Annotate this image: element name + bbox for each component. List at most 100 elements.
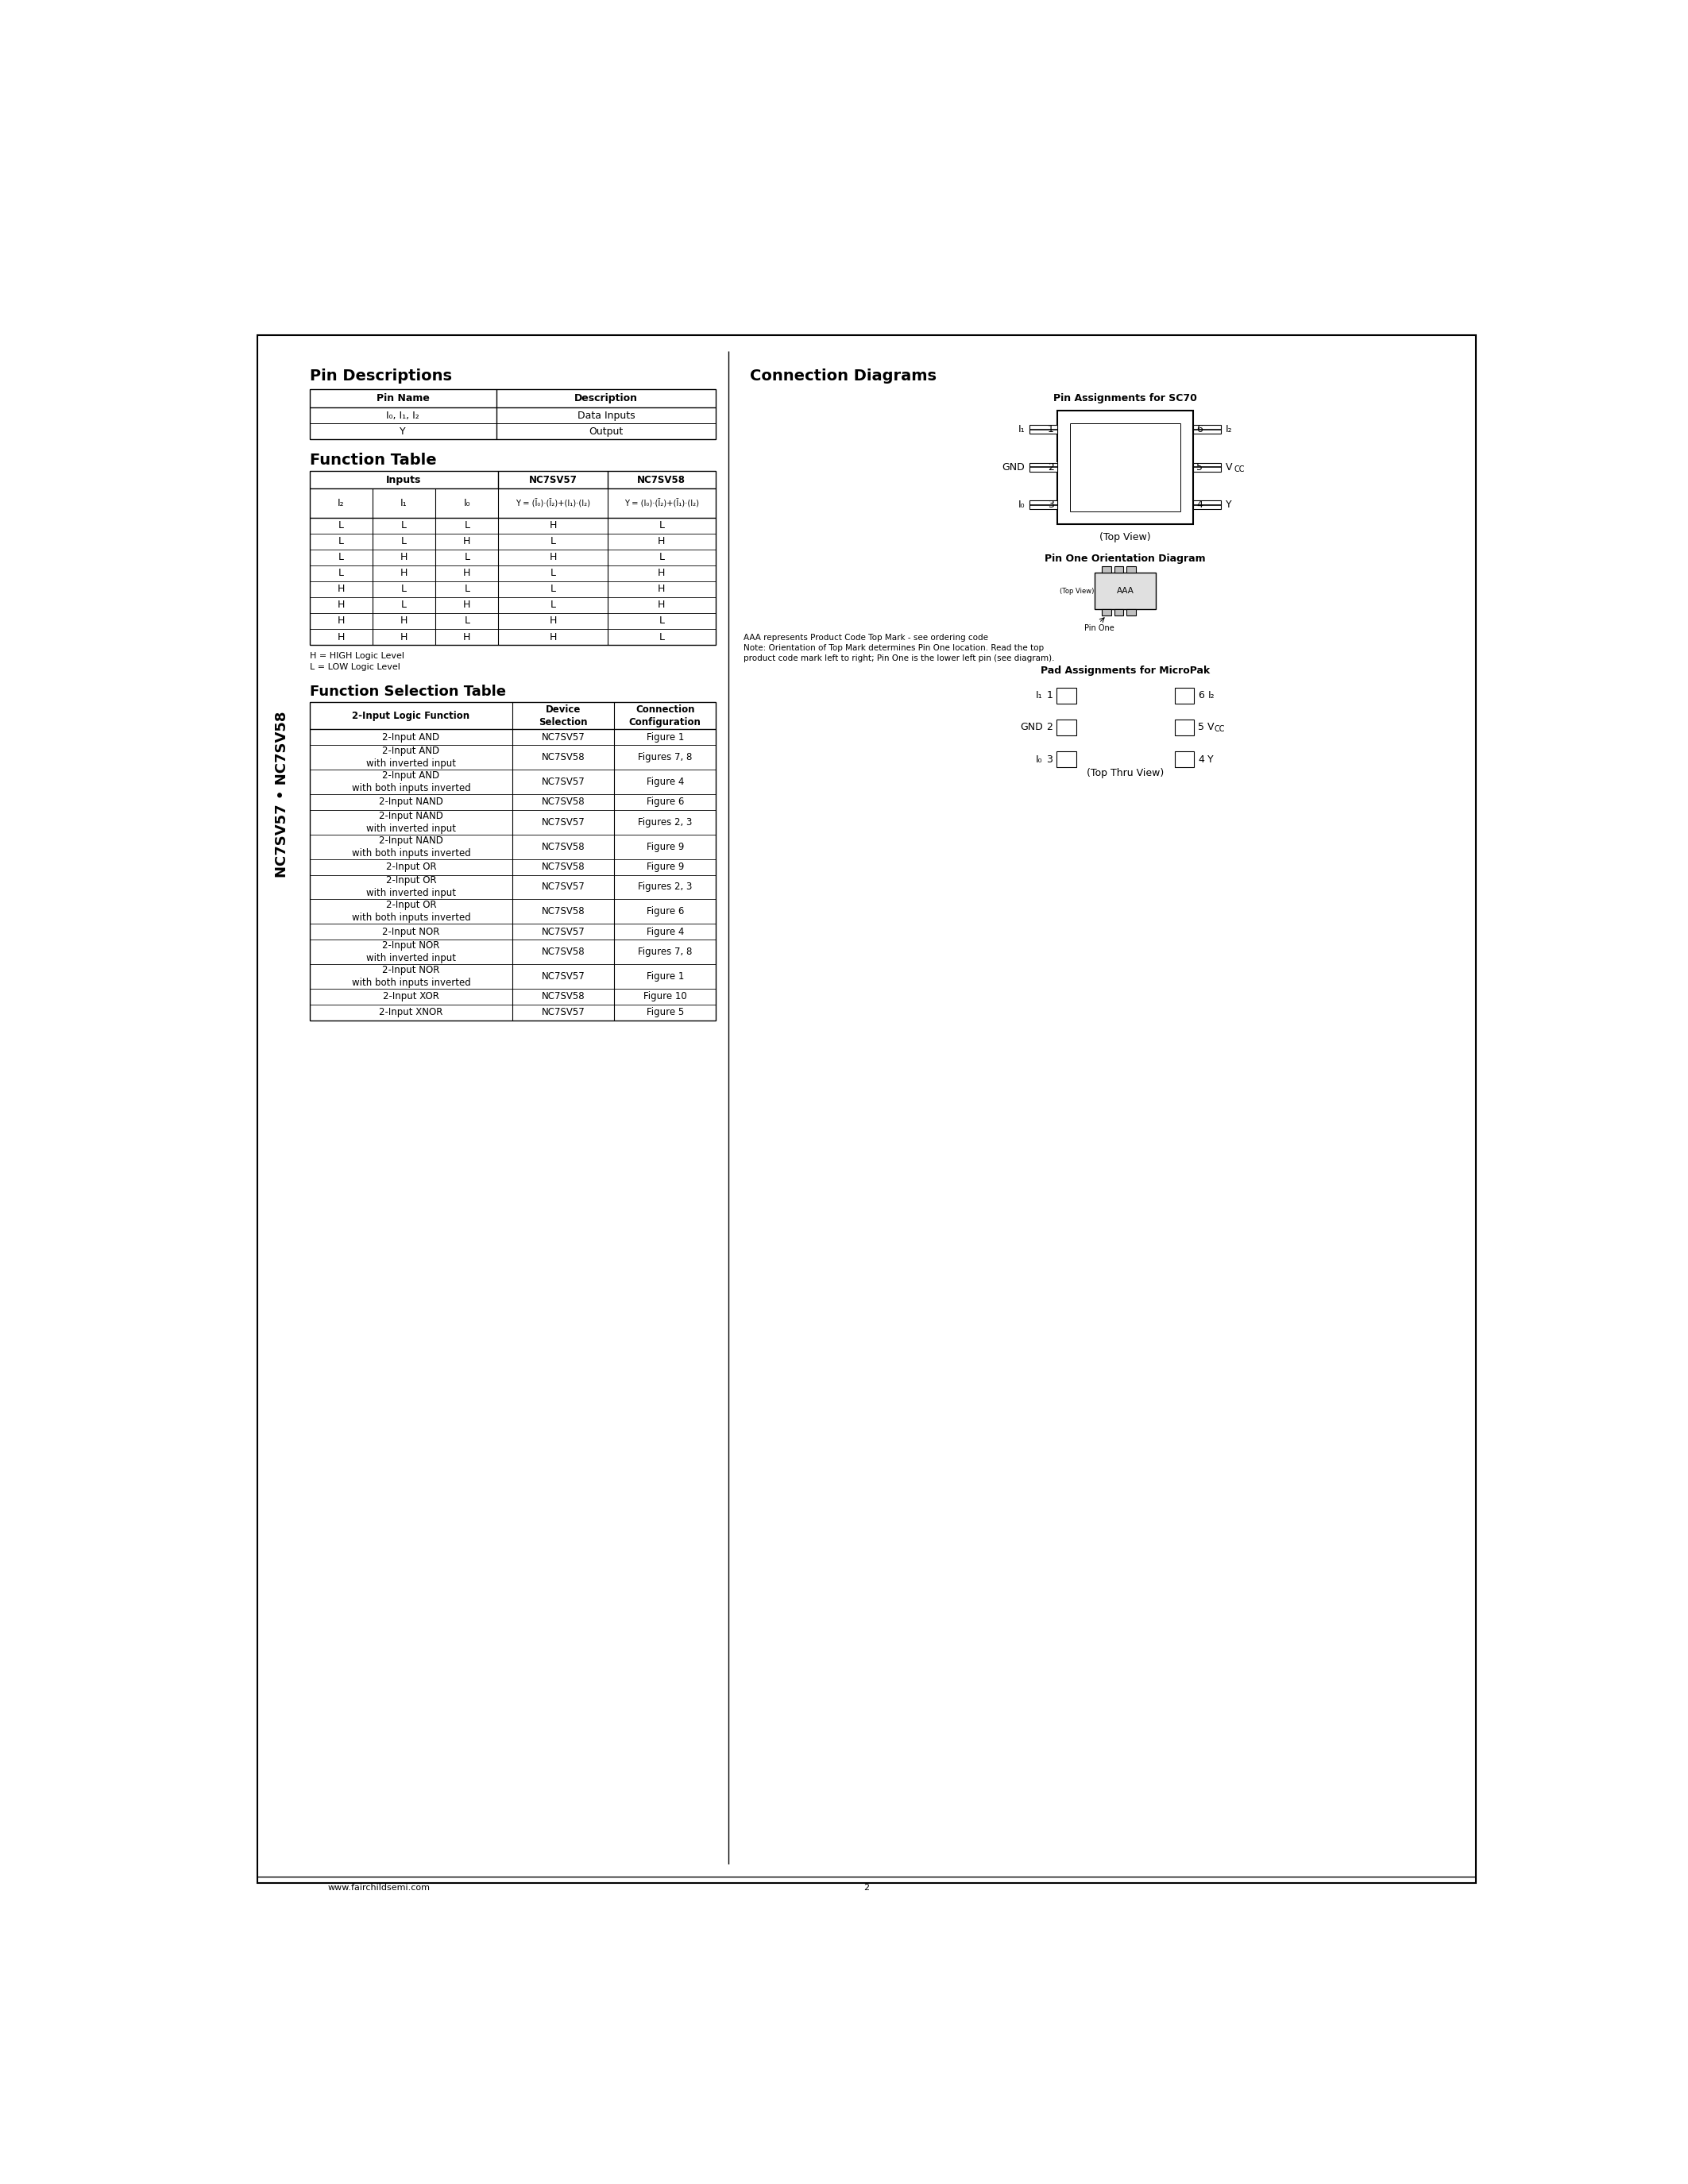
Text: AAA represents Product Code Top Mark - see ordering code: AAA represents Product Code Top Mark - s… [743, 633, 987, 642]
Bar [1193, 463, 1220, 472]
Text: Figures 2, 3: Figures 2, 3 [638, 817, 692, 828]
Text: NC7SV57: NC7SV57 [542, 926, 586, 937]
Bar [1030, 426, 1057, 435]
Text: Function Selection Table: Function Selection Table [309, 684, 506, 699]
Text: 2-Input OR
with inverted input: 2-Input OR with inverted input [366, 876, 456, 898]
Text: 6: 6 [1197, 424, 1204, 435]
Text: L: L [338, 568, 344, 579]
Text: H: H [549, 520, 557, 531]
Bar [1057, 688, 1075, 703]
Text: 2-Input NAND
with inverted input: 2-Input NAND with inverted input [366, 810, 456, 834]
Bar [309, 389, 716, 439]
Text: Pin One: Pin One [1084, 625, 1114, 631]
Text: H: H [658, 583, 665, 594]
Text: 2-Input AND
with inverted input: 2-Input AND with inverted input [366, 747, 456, 769]
Text: I₀: I₀ [464, 498, 471, 509]
Text: 4: 4 [1197, 500, 1204, 511]
Text: L: L [550, 583, 555, 594]
Text: Pin Descriptions: Pin Descriptions [309, 369, 452, 384]
Bar [1126, 566, 1136, 572]
Text: Pin Name: Pin Name [376, 393, 429, 404]
Text: H: H [463, 631, 471, 642]
Text: L: L [402, 583, 407, 594]
Text: NC7SV58: NC7SV58 [638, 474, 685, 485]
Text: I₀, I₁, I₂: I₀, I₁, I₂ [387, 411, 420, 422]
Text: www.fairchildsemi.com: www.fairchildsemi.com [327, 1883, 430, 1891]
Text: Device
Selection: Device Selection [538, 703, 587, 727]
Bar [1175, 688, 1193, 703]
Text: NC7SV58: NC7SV58 [542, 992, 586, 1002]
Text: I₂: I₂ [1207, 690, 1215, 701]
Bar [1057, 719, 1075, 736]
Bar [1102, 609, 1111, 616]
Text: (Top Thru View): (Top Thru View) [1087, 769, 1163, 778]
Text: L: L [550, 568, 555, 579]
Text: Figure 1: Figure 1 [647, 972, 684, 981]
Text: I₁: I₁ [1036, 690, 1043, 701]
Text: Y = (I₀)·(Ī₂)+(Ī₁)·(I₂): Y = (I₀)·(Ī₂)+(Ī₁)·(I₂) [625, 498, 699, 507]
Text: Pin One Orientation Diagram: Pin One Orientation Diagram [1045, 553, 1205, 563]
Text: L: L [550, 537, 555, 546]
Text: H: H [463, 601, 471, 609]
Text: 2-Input AND
with both inputs inverted: 2-Input AND with both inputs inverted [351, 771, 471, 793]
Text: H: H [658, 537, 665, 546]
Text: 1: 1 [1047, 690, 1053, 701]
Text: I₁: I₁ [400, 498, 407, 509]
Text: Figure 9: Figure 9 [647, 841, 684, 852]
Text: Connection
Configuration: Connection Configuration [630, 703, 701, 727]
Text: H: H [338, 583, 344, 594]
Text: L: L [402, 537, 407, 546]
Bar [1193, 500, 1220, 509]
Text: Inputs: Inputs [387, 474, 422, 485]
Text: Pin Assignments for SC70: Pin Assignments for SC70 [1053, 393, 1197, 404]
Text: NC7SV57: NC7SV57 [542, 732, 586, 743]
Text: Y: Y [400, 426, 407, 437]
Text: Figure 6: Figure 6 [647, 906, 684, 917]
Text: Figure 9: Figure 9 [647, 863, 684, 871]
Text: Figure 4: Figure 4 [647, 778, 684, 786]
Text: H: H [400, 553, 408, 563]
Text: GND: GND [1020, 723, 1043, 732]
Text: NC7SV58: NC7SV58 [542, 841, 586, 852]
Text: Connection Diagrams: Connection Diagrams [749, 369, 937, 384]
Text: 2-Input OR: 2-Input OR [387, 863, 436, 871]
Text: NC7SV57: NC7SV57 [528, 474, 577, 485]
Text: H: H [658, 568, 665, 579]
Text: I₀: I₀ [1036, 753, 1043, 764]
Text: 4: 4 [1198, 753, 1204, 764]
Text: L: L [464, 583, 469, 594]
Text: H: H [400, 568, 408, 579]
Text: I₁: I₁ [1018, 424, 1025, 435]
Text: Function Table: Function Table [309, 452, 436, 467]
Text: 2-Input NAND: 2-Input NAND [378, 797, 444, 808]
Text: 2: 2 [1048, 463, 1053, 472]
Text: I₀: I₀ [1018, 500, 1025, 511]
Text: L: L [402, 601, 407, 609]
Text: 2-Input NOR
with both inputs inverted: 2-Input NOR with both inputs inverted [351, 965, 471, 987]
Bar [1030, 424, 1057, 435]
Text: L: L [658, 520, 665, 531]
Text: NC7SV58: NC7SV58 [542, 906, 586, 917]
Text: Figures 2, 3: Figures 2, 3 [638, 882, 692, 893]
Bar [1102, 566, 1111, 572]
Text: product code mark left to right; Pin One is the lower left pin (see diagram).: product code mark left to right; Pin One… [743, 655, 1055, 662]
Text: H: H [549, 631, 557, 642]
Text: NC7SV57: NC7SV57 [542, 778, 586, 786]
Text: L: L [338, 520, 344, 531]
Bar [1030, 500, 1057, 509]
Text: 5: 5 [1198, 723, 1204, 732]
Text: (Top View): (Top View) [1099, 533, 1151, 542]
Text: I₂: I₂ [1225, 424, 1232, 435]
Text: Figures 7, 8: Figures 7, 8 [638, 946, 692, 957]
Text: H: H [338, 601, 344, 609]
Text: 3: 3 [1047, 753, 1053, 764]
Text: H: H [463, 537, 471, 546]
Text: Figure 6: Figure 6 [647, 797, 684, 808]
Bar [1030, 463, 1057, 472]
Bar [1175, 751, 1193, 767]
Text: 2-Input NOR
with inverted input: 2-Input NOR with inverted input [366, 941, 456, 963]
Text: Note: Orientation of Top Mark determines Pin One location. Read the top: Note: Orientation of Top Mark determines… [743, 644, 1043, 653]
Bar [1030, 500, 1057, 509]
Text: Figure 10: Figure 10 [643, 992, 687, 1002]
Text: Y: Y [1225, 500, 1232, 511]
